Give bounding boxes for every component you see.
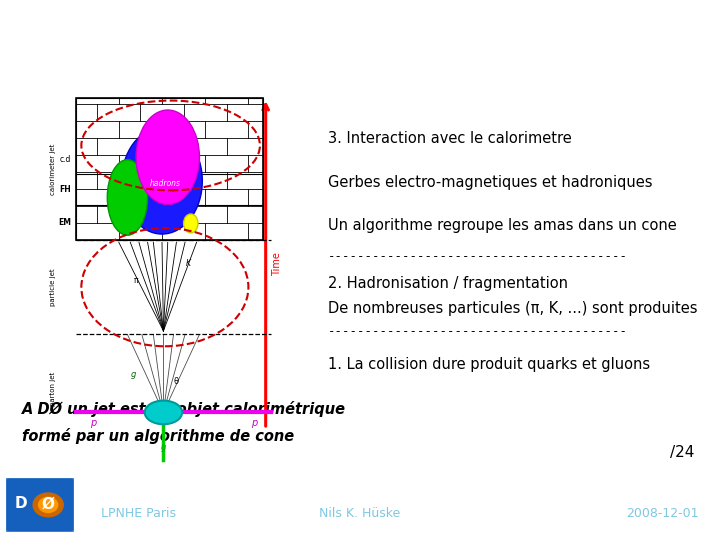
Text: A DØ un jet est un objet calorimétrique: A DØ un jet est un objet calorimétrique: [22, 401, 346, 417]
Text: 3. Interaction avec le calorimetre: 3. Interaction avec le calorimetre: [328, 131, 572, 146]
Ellipse shape: [184, 214, 198, 233]
Text: D: D: [14, 496, 27, 511]
Text: π: π: [134, 275, 138, 285]
Circle shape: [33, 493, 63, 517]
Text: Nils K. Hüske: Nils K. Hüske: [320, 507, 400, 520]
Text: c.d: c.d: [60, 155, 71, 164]
Text: 2008-12-01: 2008-12-01: [626, 507, 698, 520]
Text: 1. La collision dure produit quarks et gluons: 1. La collision dure produit quarks et g…: [328, 357, 649, 373]
Text: FH: FH: [60, 185, 71, 194]
Text: hadrons: hadrons: [149, 179, 181, 188]
Ellipse shape: [107, 160, 148, 235]
Ellipse shape: [136, 110, 199, 205]
Circle shape: [39, 497, 58, 512]
Text: p: p: [251, 418, 257, 428]
Text: calorimeter jet: calorimeter jet: [50, 144, 55, 195]
Text: Gerbes electro-magnetiques et hadroniques: Gerbes electro-magnetiques et hadronique…: [328, 174, 652, 190]
Text: Un algorithme regroupe les amas dans un cone: Un algorithme regroupe les amas dans un …: [328, 218, 676, 233]
Text: 2. Hadronisation / fragmentation: 2. Hadronisation / fragmentation: [328, 276, 567, 291]
Text: EM: EM: [58, 218, 71, 227]
Text: ----------------------------------------: ----------------------------------------: [328, 250, 628, 263]
Text: parton jet: parton jet: [50, 372, 55, 406]
Text: Time: Time: [272, 252, 282, 275]
Ellipse shape: [122, 128, 202, 234]
Text: g: g: [161, 443, 166, 453]
Text: Jets (1): Jets (1): [593, 31, 691, 59]
Text: Ø: Ø: [42, 496, 55, 511]
Text: LPNHE Paris: LPNHE Paris: [101, 507, 176, 520]
Text: particle jet: particle jet: [50, 268, 55, 306]
Bar: [76, 98, 263, 240]
Text: De nombreuses particules (π, K, ...) sont produites: De nombreuses particules (π, K, ...) son…: [328, 301, 697, 315]
Text: p: p: [90, 418, 96, 428]
Text: formé par un algorithme de cone: formé par un algorithme de cone: [22, 428, 294, 444]
FancyBboxPatch shape: [6, 478, 74, 532]
Text: g: g: [130, 370, 136, 379]
Bar: [76, 98, 263, 240]
Ellipse shape: [145, 401, 182, 424]
Text: /24: /24: [670, 444, 695, 460]
Text: K: K: [186, 259, 190, 268]
Text: θ: θ: [174, 377, 179, 386]
Text: ----------------------------------------: ----------------------------------------: [328, 326, 628, 339]
